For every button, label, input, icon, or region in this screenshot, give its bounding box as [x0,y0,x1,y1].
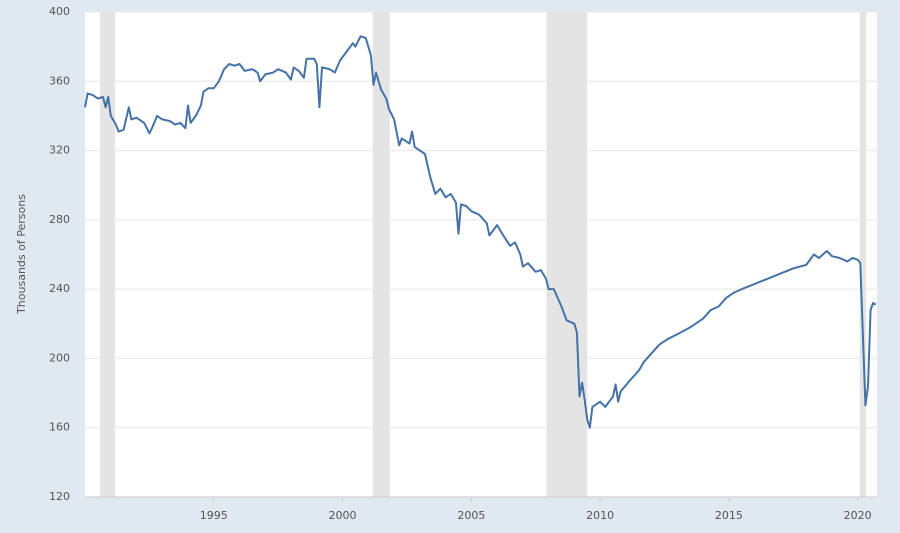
recession-shading [372,12,390,497]
y-tick-label: 120 [49,490,70,503]
x-tick-label: 2015 [715,509,743,522]
x-tick-label: 2010 [586,509,614,522]
data-line [84,35,877,429]
recession-shading [859,12,867,497]
plot-area [85,12,877,497]
y-axis-label: Thousands of Persons [15,194,28,315]
y-tick-label: 360 [49,74,70,87]
y-tick-label: 400 [49,5,70,18]
y-tick-label: 320 [49,144,70,157]
recession-shading [99,12,116,497]
x-tick-label: 2000 [329,509,357,522]
y-tick-label: 280 [49,213,70,226]
x-tick-label: 1995 [200,509,228,522]
x-tick-label: 2005 [457,509,485,522]
x-tick-label: 2020 [844,509,872,522]
y-tick-label: 200 [49,351,70,364]
y-tick-label: 240 [49,282,70,295]
recession-shading [546,12,588,497]
y-tick-label: 160 [49,421,70,434]
